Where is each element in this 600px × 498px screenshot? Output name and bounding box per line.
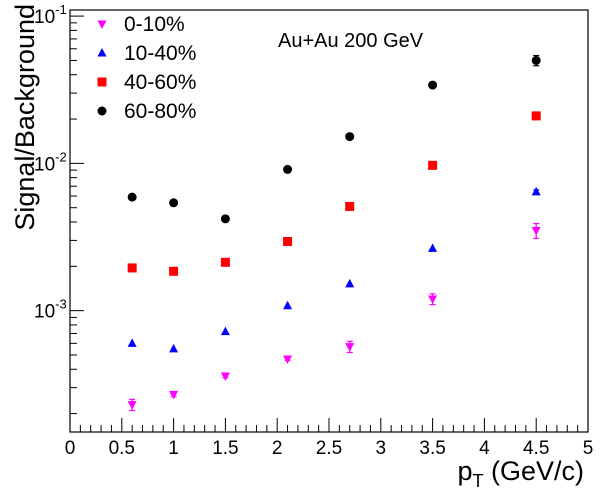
data-point <box>220 214 230 224</box>
y-tick-label: 10-3 <box>34 297 67 323</box>
data-point <box>127 338 137 347</box>
y-tick-exponent: -2 <box>55 149 67 164</box>
data-point <box>127 401 137 410</box>
y-tick-base: 10 <box>34 302 55 323</box>
x-tick-label: 2 <box>272 438 283 459</box>
data-point <box>531 111 541 121</box>
x-tick-label: 4 <box>479 438 490 459</box>
legend-label: 0-10% <box>124 13 185 36</box>
data-point <box>345 278 355 288</box>
y-tick-exponent: -1 <box>55 2 67 17</box>
data-point <box>169 266 179 276</box>
data-point <box>531 55 541 65</box>
data-point <box>220 372 230 382</box>
data-point <box>531 227 541 236</box>
annotation-label: Au+Au 200 GeV <box>278 30 424 52</box>
data-point <box>127 192 137 202</box>
series-10-40% <box>127 186 541 353</box>
x-tick-label: 5 <box>583 438 594 459</box>
x-tick-label: 1 <box>168 438 179 459</box>
x-axis-title-sub: T <box>472 471 483 491</box>
legend-marker <box>97 20 107 29</box>
series-60-80% <box>127 54 541 224</box>
x-axis-title-main: p <box>457 456 472 486</box>
legend-label: 40-60% <box>124 71 196 94</box>
data-point <box>169 198 179 208</box>
x-tick-label: 4.5 <box>523 438 549 459</box>
y-tick-base: 10 <box>34 154 55 175</box>
y-tick-label: 10-1 <box>34 2 67 28</box>
data-point <box>220 257 230 267</box>
x-tick-label: 0 <box>65 438 76 459</box>
y-tick-label: 10-2 <box>34 149 67 175</box>
data-point <box>127 263 137 273</box>
data-point <box>428 243 438 252</box>
data-point <box>283 236 293 246</box>
data-point <box>428 160 438 170</box>
y-tick-exponent: -3 <box>55 297 67 312</box>
series-0-10% <box>127 223 541 412</box>
data-point <box>531 186 541 196</box>
legend-label: 10-40% <box>124 42 196 65</box>
data-point <box>283 164 293 174</box>
data-point <box>169 390 179 400</box>
x-tick-label: 3.5 <box>419 438 445 459</box>
data-point <box>283 355 293 364</box>
y-tick-base: 10 <box>34 7 55 28</box>
series-40-60% <box>127 111 541 276</box>
y-axis-title: Signal/Background <box>10 4 40 231</box>
data-point <box>428 80 438 90</box>
legend-marker <box>97 106 107 116</box>
x-axis-title-rest: (GeV/c) <box>483 456 584 486</box>
data-point <box>428 295 438 304</box>
data-point <box>345 201 355 211</box>
x-tick-label: 1.5 <box>212 438 238 459</box>
x-axis-title: pT (GeV/c) <box>457 456 584 491</box>
legend-marker <box>97 77 107 87</box>
data-point <box>345 343 355 352</box>
plot-frame <box>69 9 589 433</box>
data-point <box>220 326 230 336</box>
legend: 0-10% 10-40% 40-60% 60-80% <box>97 13 196 123</box>
data-point <box>283 300 293 310</box>
data-point <box>169 343 179 353</box>
data-marks <box>127 54 541 412</box>
legend-marker <box>97 48 107 57</box>
x-tick-label: 2.5 <box>316 438 342 459</box>
x-tick-label: 0.5 <box>109 438 135 459</box>
legend-label: 60-80% <box>124 100 196 123</box>
x-tick-label: 3 <box>376 438 387 459</box>
data-point <box>345 132 355 142</box>
tick-labels: 0 0.5 1 1.5 2 2.5 3 3.5 4 4.5 510-310-210-1 <box>34 2 593 459</box>
